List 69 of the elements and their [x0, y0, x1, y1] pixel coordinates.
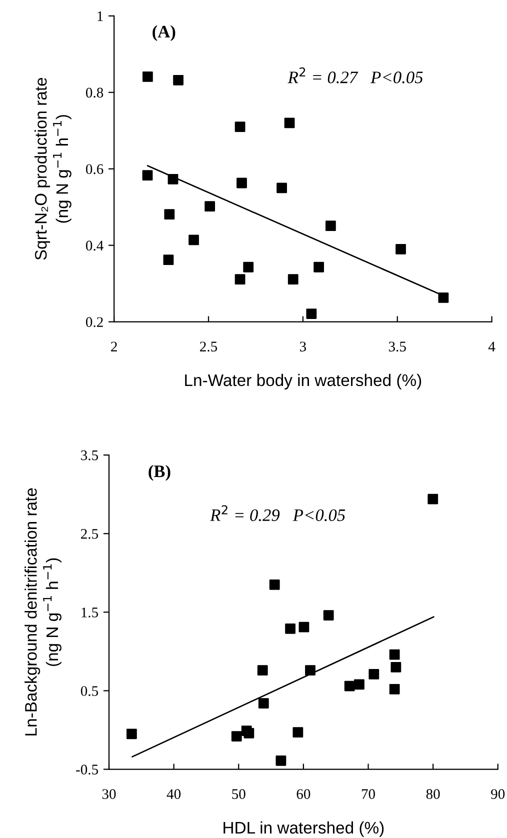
x-tick-label: 70 — [362, 789, 375, 799]
point — [168, 174, 178, 184]
point — [164, 209, 175, 220]
point — [173, 74, 184, 86]
y-tick-label: 0.8 — [86, 88, 104, 98]
point — [142, 72, 153, 82]
x-tick-label: 90 — [491, 789, 505, 799]
point — [438, 292, 449, 303]
point — [258, 698, 269, 708]
annotation: (A) — [152, 25, 176, 42]
point — [305, 665, 316, 676]
annotation: R$^{2}$ = 0.29 P<0.05 — [210, 505, 346, 522]
point — [285, 623, 296, 634]
point — [204, 201, 216, 212]
point — [257, 665, 268, 676]
point — [344, 680, 355, 692]
point — [163, 254, 174, 266]
x-tick-label: 4 — [488, 342, 496, 352]
x-tick-label: 60 — [296, 789, 310, 799]
point — [269, 579, 280, 590]
y-tick-label: 1 — [98, 11, 103, 21]
annotation: R$^{2}$ = 0.27 P<0.05 — [288, 67, 423, 84]
x-tick-label: 40 — [166, 789, 181, 799]
point — [276, 755, 286, 766]
x-tick-label: 30 — [102, 789, 116, 799]
point — [389, 649, 400, 660]
y-axis-title: Ln-Background denitrification rate (ng N g$^{−1}$ h$^{−1}$) — [24, 488, 62, 736]
y-tick-label: 1.5 — [82, 608, 98, 618]
point — [231, 731, 242, 742]
point — [298, 622, 310, 632]
point — [126, 728, 137, 740]
y-tick-label: 0.5 — [80, 686, 98, 696]
point — [396, 244, 406, 254]
point — [288, 274, 298, 285]
point — [142, 170, 153, 181]
x-tick-label: 2 — [111, 342, 117, 352]
x-axis-title: HDL in watershed (%) — [224, 821, 384, 837]
y-tick-label: 2.5 — [81, 529, 98, 539]
y-tick-label: 0.6 — [86, 164, 104, 174]
x-tick-label: 50 — [232, 789, 246, 799]
point — [284, 118, 295, 128]
point — [428, 494, 438, 504]
point — [354, 679, 364, 690]
point — [292, 727, 304, 738]
point — [389, 684, 400, 694]
y-tick-label: -0.5 — [76, 764, 98, 775]
point — [368, 669, 380, 680]
point — [234, 122, 246, 132]
x-tick-label: 80 — [426, 789, 440, 799]
point — [323, 610, 334, 620]
point — [326, 220, 336, 232]
point — [276, 182, 287, 194]
x-tick-label: 3.5 — [388, 342, 406, 352]
point — [314, 262, 324, 272]
point — [188, 234, 199, 246]
annotation: (B) — [148, 464, 170, 481]
point — [306, 308, 317, 319]
y-tick-label: 0.2 — [86, 317, 103, 328]
point — [234, 274, 246, 285]
x-tick-label: 3 — [300, 342, 306, 352]
point — [236, 178, 247, 188]
point — [243, 262, 254, 272]
y-tick-label: 0.4 — [86, 240, 104, 251]
point — [244, 728, 254, 738]
point — [390, 662, 402, 672]
x-axis-title: Ln-Water body in watershed (%) — [185, 374, 422, 390]
y-tick-label: 3.5 — [81, 450, 98, 460]
y-axis-title: Sqrt-N₂O production rate (ng N g$^{−1}$ h$^{−1}$) — [34, 78, 72, 260]
x-tick-label: 2.5 — [200, 342, 218, 352]
